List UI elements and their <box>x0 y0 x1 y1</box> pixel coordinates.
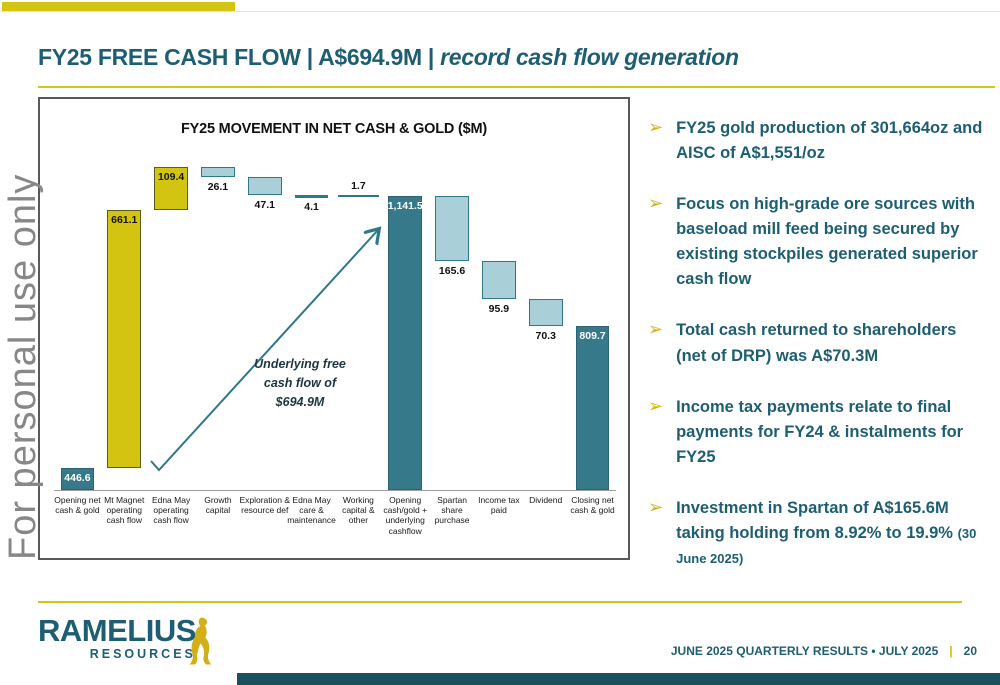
brand-name: RAMELIUS <box>38 613 196 648</box>
waterfall-chart: FY25 MOVEMENT IN NET CASH & GOLD ($M) 44… <box>38 97 630 560</box>
category-label: Edna May care & maintenance <box>287 495 336 526</box>
category-label: Edna May operating cash flow <box>151 495 191 526</box>
bar-value-label: 165.6 <box>438 265 466 278</box>
bullet-item: ➢ Investment in Spartan of A$165.6M taki… <box>648 496 988 571</box>
chart-title: FY25 MOVEMENT IN NET CASH & GOLD ($M) <box>181 121 487 137</box>
bottom-accent-bar <box>237 673 1000 685</box>
bullet-item: ➢ Total cash returned to shareholders (n… <box>648 318 988 368</box>
waterfall-bar <box>388 196 423 490</box>
arrow-bullet-icon: ➢ <box>648 117 664 137</box>
bullet-text-main: Focus on high-grade ore sources with bas… <box>676 195 978 289</box>
category-label: Working capital & other <box>342 495 375 526</box>
bar-value-label: 95.9 <box>488 302 510 315</box>
category-label: Closing net cash & gold <box>570 495 615 516</box>
page-title: FY25 FREE CASH FLOW | A$694.9M | record c… <box>38 44 739 71</box>
waterfall-column: 446.6 Opening net cash & gold <box>54 154 101 515</box>
waterfall-column: 809.7 Closing net cash & gold <box>569 154 616 515</box>
brand-logo: RAMELIUS RESOURCES <box>38 615 196 661</box>
waterfall-column: 109.4 Edna May operating cash flow <box>148 154 195 525</box>
category-label: Growth capital <box>204 495 232 516</box>
waterfall-bar <box>435 196 469 262</box>
waterfall-column: 1,141.5 Opening cash/gold + underlying ca… <box>382 154 429 536</box>
waterfall-thin-bar <box>338 195 379 198</box>
waterfall-column: 26.1 Growth capital <box>194 154 241 515</box>
bar-value-label: 4.1 <box>304 201 319 214</box>
arrow-bullet-icon: ➢ <box>648 319 664 340</box>
waterfall-bar <box>247 177 282 196</box>
waterfall-plot: 446.6 Opening net cash & gold 661.1 Mt Magn… <box>54 154 616 536</box>
waterfall-bar <box>60 467 95 490</box>
top-accent-bar <box>2 2 235 11</box>
category-label: Dividend <box>529 495 563 505</box>
bullet-text-main: FY25 gold production of 301,664oz and AI… <box>676 119 983 163</box>
bar-value-label: 47.1 <box>254 199 275 212</box>
page-title-emphasis: record cash flow generation <box>440 44 739 70</box>
waterfall-bar <box>201 166 235 178</box>
waterfall-column: 1.7 Working capital & other <box>335 154 382 525</box>
bullet-list: ➢ FY25 gold production of 301,664oz and … <box>648 116 988 597</box>
bar-value-label: 446.6 <box>64 471 91 484</box>
bullet-text: Income tax payments relate to final paym… <box>676 395 988 470</box>
bar-value-label: 661.1 <box>111 213 138 226</box>
arrow-bullet-icon: ➢ <box>648 395 664 416</box>
bar-value-label: 26.1 <box>207 181 229 194</box>
page-title-main: FY25 FREE CASH FLOW | A$694.9M | <box>38 44 435 70</box>
bullet-text: Total cash returned to shareholders (net… <box>676 318 988 368</box>
category-label: Spartan share purchase <box>434 495 470 526</box>
bullet-item: ➢ Focus on high-grade ore sources with b… <box>648 192 988 292</box>
footer-divider <box>38 601 962 603</box>
x-axis-line <box>54 490 616 491</box>
page-number: 20 <box>963 644 977 658</box>
bar-value-label: 809.7 <box>579 330 606 343</box>
waterfall-column: 165.6 Spartan share purchase <box>429 154 476 525</box>
waterfall-column: 70.3 Dividend <box>522 154 569 505</box>
waterfall-bar <box>528 298 563 326</box>
bar-value-label: 109.4 <box>157 170 185 183</box>
category-label: Opening net cash & gold <box>54 495 101 516</box>
footer-meta-text: JUNE 2025 QUARTERLY RESULTS • JULY 2025 <box>670 644 939 658</box>
waterfall-column: 95.9 Income tax paid <box>475 154 522 515</box>
bullet-text-main: Total cash returned to shareholders (net… <box>676 321 957 365</box>
footer-meta: JUNE 2025 QUARTERLY RESULTS • JULY 2025 |… <box>671 644 977 658</box>
bullet-text-suffix: (30 June 2025) <box>676 525 977 567</box>
waterfall-bar <box>482 261 516 299</box>
bullet-item: ➢ FY25 gold production of 301,664oz and … <box>648 116 988 166</box>
waterfall-bar <box>294 195 329 199</box>
arrow-bullet-icon: ➢ <box>648 193 664 214</box>
category-label: Mt Magnet operating cash flow <box>104 495 145 526</box>
bar-value-label: 1,141.5 <box>387 200 423 213</box>
waterfall-column: 47.1 Exploration & resource def <box>239 154 290 515</box>
bullet-text-main: Income tax payments relate to final paym… <box>676 397 964 466</box>
waterfall-bar <box>154 166 188 210</box>
brand-subtitle: RESOURCES <box>89 647 196 661</box>
waterfall-bar <box>575 326 610 490</box>
bullet-text-main: Investment in Spartan of A$165.6M taking… <box>676 498 953 542</box>
chart-annotation: Underlying free cash flow of $694.9M <box>254 357 346 409</box>
footer-separator: | <box>949 644 953 658</box>
bar-value-label: 1.7 <box>351 180 366 193</box>
top-divider <box>0 11 1000 12</box>
bullet-text: FY25 gold production of 301,664oz and AI… <box>676 116 988 166</box>
bullet-item: ➢ Income tax payments relate to final pa… <box>648 395 988 470</box>
title-underline <box>38 86 995 88</box>
waterfall-column: 4.1 Edna May care & maintenance <box>287 154 336 525</box>
category-label: Exploration & resource def <box>239 495 291 516</box>
bar-value-label: 70.3 <box>535 330 556 343</box>
waterfall-bar <box>107 209 142 468</box>
waterfall-column: 661.1 Mt Magnet operating cash flow <box>101 154 148 525</box>
category-label: Opening cash/gold + underlying cashflow <box>383 495 428 536</box>
watermark-text: For personal use only <box>2 173 44 560</box>
kangaroo-logo-icon <box>189 617 212 665</box>
bullet-text: Investment in Spartan of A$165.6M taking… <box>676 496 988 571</box>
arrow-bullet-icon: ➢ <box>648 496 664 517</box>
category-label: Income tax paid <box>478 495 520 516</box>
bullet-text: Focus on high-grade ore sources with bas… <box>676 192 988 292</box>
